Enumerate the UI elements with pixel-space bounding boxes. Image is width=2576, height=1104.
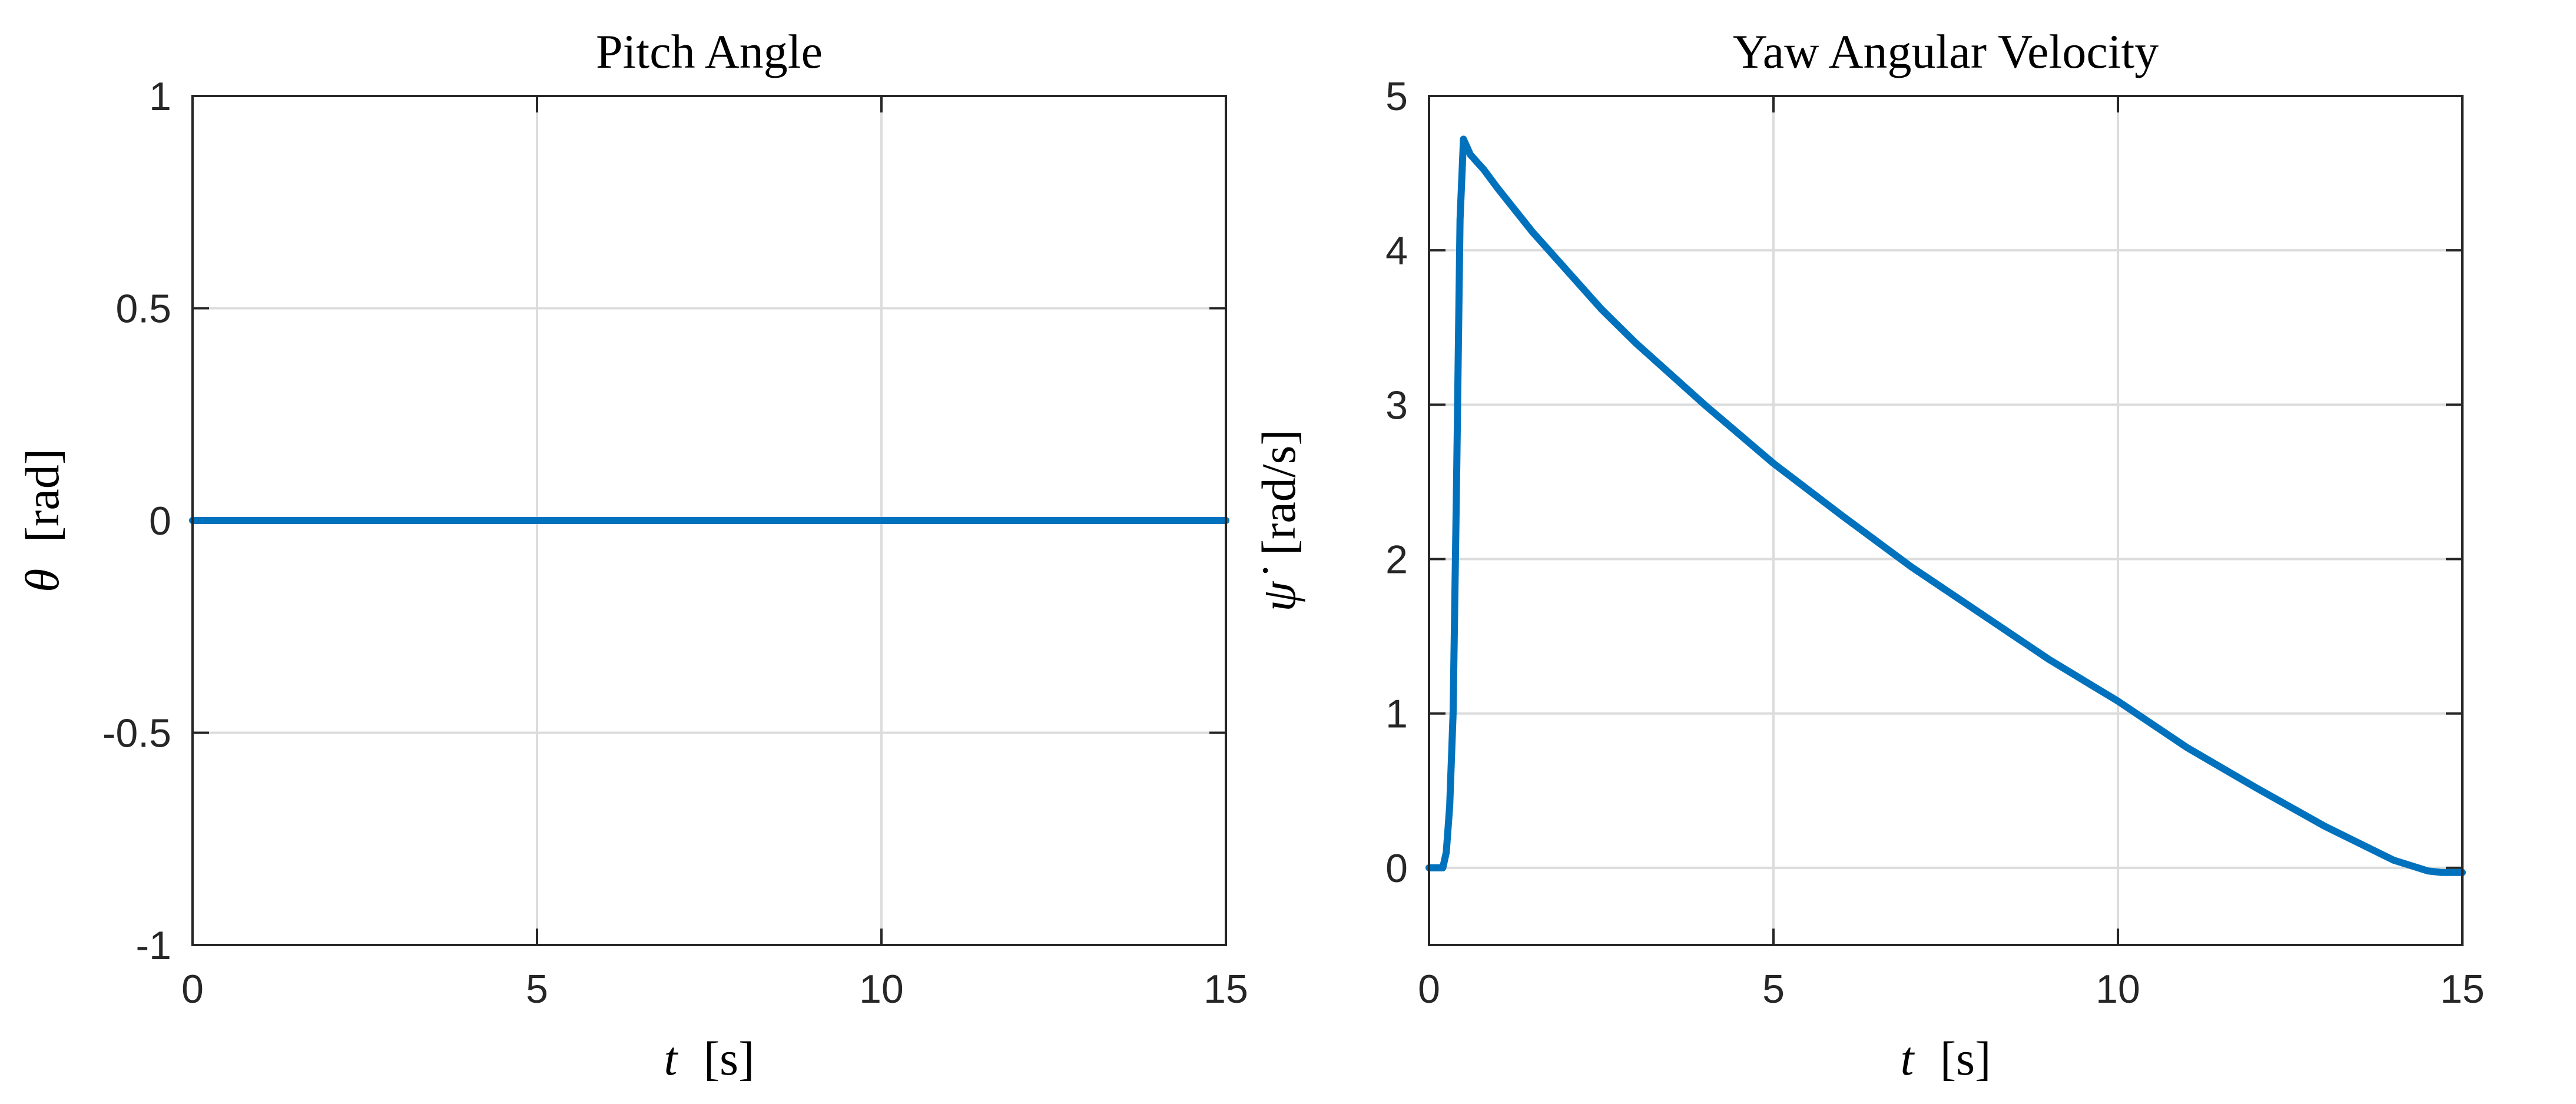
pitch-angle-xlabel-unit: [s] [704,1032,755,1085]
pitch-angle-x-tick-label: 15 [1204,967,1248,1012]
yaw-velocity-y-tick-label: 4 [1385,228,1408,273]
yaw-velocity-y-tick-label: 3 [1385,383,1408,427]
yaw-velocity-grid [1429,96,2462,945]
yaw-velocity-x-tick-label: 0 [1418,967,1440,1012]
pitch-angle-y-tick-label: -1 [136,923,171,968]
yaw-velocity-ylabel: ψ̇ [rad/s] [1252,429,1305,611]
pitch-angle-y-tick-label: 0 [149,499,171,543]
yaw-velocity-plot [1425,135,2466,876]
pitch-angle-xlabel: t [s] [664,1032,755,1085]
yaw-velocity-y-tick-label: 1 [1385,692,1408,737]
yaw-velocity-y-tick-label: 5 [1385,74,1408,119]
pitch-angle-y-tick-label: -0.5 [102,711,171,756]
yaw-velocity-xlabel: t [s] [1901,1032,1991,1085]
yaw-velocity-xlabel-var: t [1901,1032,1915,1085]
yaw-velocity-x-tick-label: 10 [2096,967,2140,1012]
pitch-angle-x-tick-label: 0 [181,967,204,1012]
yaw-velocity-x-tick-label: 15 [2440,967,2485,1012]
pitch-angle-title: Pitch Angle [596,25,823,78]
pitch-angle-subplot: 0 5 10 15 -1 -0.5 0 0.5 1 Pitch Angle t [s] θ [r… [15,25,1248,1085]
yaw-velocity-y-tick-label: 2 [1385,538,1408,582]
pitch-angle-tick-labels: 0 5 10 15 -1 -0.5 0 0.5 1 [102,74,1248,1012]
yaw-velocity-ylabel-unit: [rad/s] [1252,429,1305,555]
yaw-velocity-title: Yaw Angular Velocity [1733,25,2159,78]
pitch-angle-y-tick-label: 0.5 [115,287,171,331]
pitch-angle-axes-box [191,95,1227,946]
pitch-angle-ylabel-unit: [rad] [15,449,69,542]
yaw-velocity-y-tick-label: 0 [1385,846,1408,891]
pitch-angle-ylabel-var: θ [15,569,69,592]
pitch-angle-x-tick-label: 5 [526,967,548,1012]
yaw-velocity-series-line [1425,135,2466,876]
yaw-velocity-xlabel-unit: [s] [1940,1032,1991,1085]
yaw-velocity-ylabel-var: ψ̇ [1252,568,1305,612]
yaw-velocity-tick-labels: 0 5 10 15 0 1 2 3 4 5 [1385,74,2485,1012]
pitch-angle-x-tick-label: 10 [859,967,904,1012]
yaw-velocity-x-tick-label: 5 [1762,967,1785,1012]
pitch-angle-ylabel: θ [rad] [15,449,69,592]
pitch-angle-xlabel-var: t [664,1032,679,1085]
pitch-angle-y-tick-label: 1 [149,74,171,119]
yaw-velocity-axes-box [1428,95,2464,946]
